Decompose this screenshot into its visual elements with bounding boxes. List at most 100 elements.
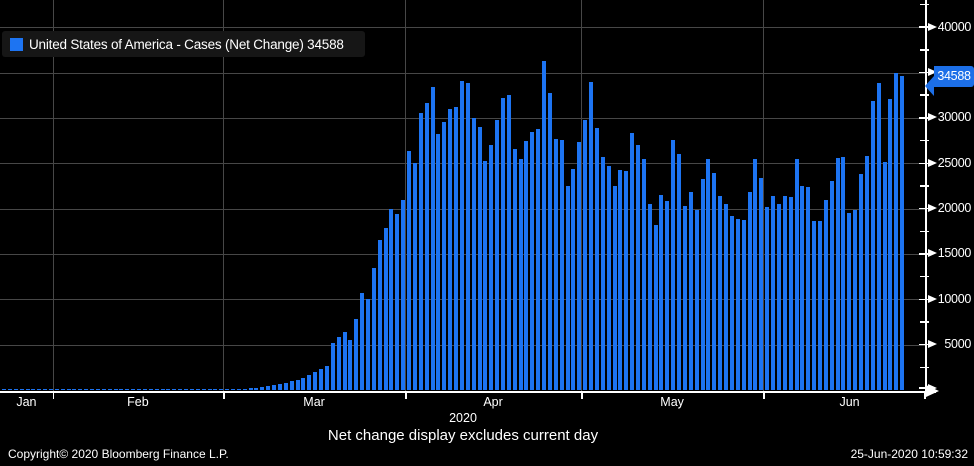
y-tick-arrow-icon	[928, 383, 937, 392]
bar	[389, 208, 394, 390]
x-axis-tick	[763, 392, 765, 399]
month-label-jun: Jun	[839, 395, 860, 409]
y-minor-tick	[920, 275, 929, 278]
bar	[119, 388, 124, 390]
bar	[677, 153, 682, 390]
bar	[295, 379, 300, 390]
bar	[401, 199, 406, 390]
bar	[160, 388, 165, 390]
y-minor-tick	[920, 139, 929, 142]
bar	[706, 158, 711, 390]
bar	[571, 168, 576, 390]
bar	[184, 388, 188, 390]
bar	[19, 388, 24, 390]
month-label-mar: Mar	[303, 395, 325, 409]
bar	[500, 97, 505, 390]
bar	[454, 107, 458, 390]
bar	[137, 388, 141, 390]
bar	[800, 186, 805, 390]
bar	[207, 388, 212, 390]
bar	[277, 384, 282, 390]
bar	[823, 199, 828, 390]
bar	[700, 178, 705, 390]
bar	[148, 388, 153, 390]
y-minor-tick	[920, 321, 929, 323]
bar	[489, 145, 494, 390]
bar	[782, 195, 787, 390]
last-value-tag-label: 34588	[934, 65, 974, 87]
y-major-tick	[919, 298, 931, 301]
bar	[688, 191, 693, 390]
legend[interactable]: United States of America - Cases (Net Ch…	[2, 31, 365, 57]
bar	[876, 82, 881, 390]
bar	[812, 221, 817, 390]
bar	[471, 117, 476, 390]
bar	[31, 388, 36, 390]
bar	[49, 388, 53, 390]
bar	[841, 157, 846, 390]
y-tick-arrow-icon	[928, 68, 937, 77]
bar	[495, 119, 500, 390]
bar	[536, 129, 541, 390]
bar	[612, 186, 617, 390]
bar	[817, 221, 822, 390]
bar	[788, 196, 793, 390]
bar	[324, 365, 329, 390]
bar	[418, 112, 423, 390]
bar	[765, 207, 770, 390]
bar	[547, 92, 552, 390]
bar	[589, 81, 593, 390]
y-minor-tick	[920, 3, 929, 6]
bar	[524, 141, 529, 390]
bar	[113, 388, 118, 390]
y-major-tick	[919, 26, 931, 28]
bar	[289, 381, 294, 390]
bar	[37, 388, 42, 390]
bar	[859, 173, 863, 390]
x-axis-corner-tick	[924, 392, 926, 399]
h-gridline	[0, 72, 925, 74]
y-major-tick	[919, 343, 931, 346]
bar	[694, 210, 699, 390]
bar	[776, 203, 781, 390]
bar	[442, 122, 447, 390]
v-gridline	[581, 0, 583, 391]
bar	[512, 148, 517, 390]
y-axis-label: 20000	[937, 201, 972, 216]
v-gridline	[52, 0, 54, 391]
v-gridline	[763, 0, 765, 391]
bar	[43, 388, 48, 390]
y-major-tick	[919, 253, 931, 255]
bar	[594, 128, 599, 390]
bar	[759, 178, 764, 390]
bar	[360, 293, 365, 390]
bar	[90, 388, 94, 390]
y-major-tick	[919, 387, 931, 389]
bar	[66, 388, 71, 390]
bar	[213, 388, 218, 390]
bar	[365, 299, 370, 390]
bar	[25, 388, 30, 390]
bar	[553, 139, 558, 390]
bar	[330, 342, 335, 390]
last-value-tag-arrow-icon	[925, 76, 934, 97]
bar	[665, 201, 670, 390]
bar	[518, 158, 523, 390]
bar	[412, 163, 417, 391]
y-tick-arrow-icon	[928, 249, 937, 258]
bar	[283, 382, 288, 390]
timestamp-text: 25-Jun-2020 10:59:32	[850, 447, 968, 461]
bar	[125, 388, 130, 390]
legend-label: United States of America - Cases (Net Ch…	[29, 36, 344, 52]
bar	[465, 83, 470, 390]
bar	[230, 388, 235, 390]
bar	[659, 194, 664, 390]
y-major-tick	[919, 117, 931, 119]
bar	[829, 181, 834, 390]
bar	[771, 195, 775, 390]
x-axis-tick	[581, 392, 583, 399]
bar	[647, 203, 652, 390]
bar	[407, 150, 411, 390]
bar	[78, 388, 83, 390]
chart-plot-area[interactable]: 5000 10000 15000 20000 25000 30000 40000 Jan Fe…	[0, 0, 974, 425]
